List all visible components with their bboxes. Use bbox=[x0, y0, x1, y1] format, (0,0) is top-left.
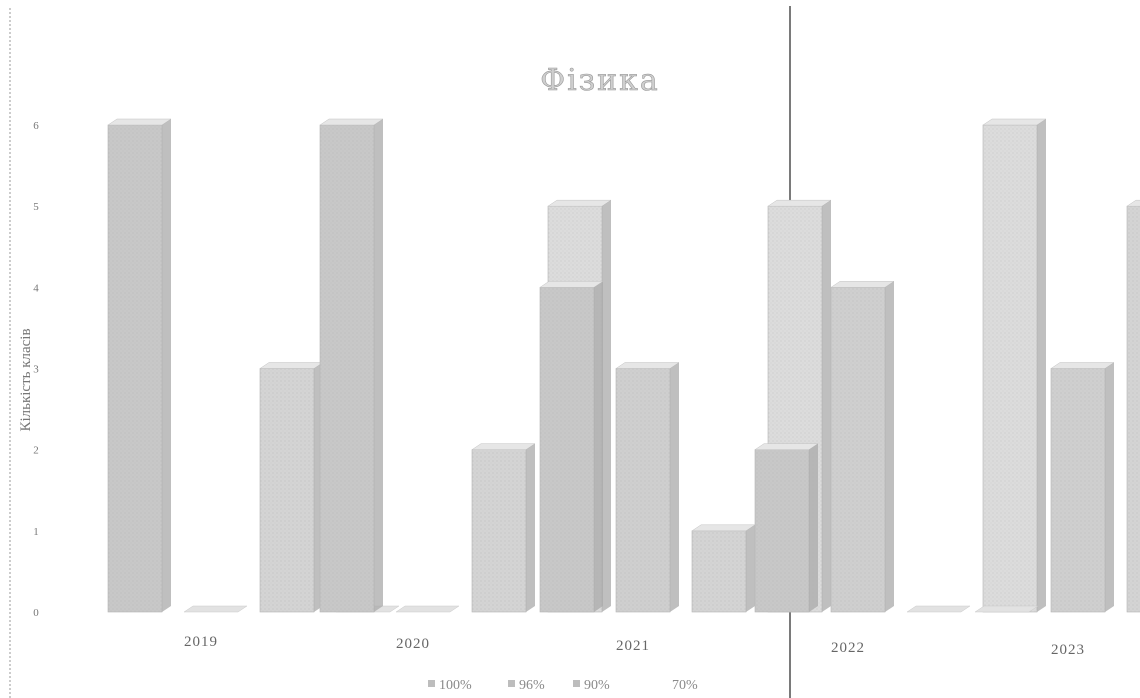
bar-top bbox=[1050, 362, 1115, 369]
bar-top bbox=[319, 118, 384, 126]
bar bbox=[615, 362, 680, 613]
legend-label: 70% bbox=[672, 678, 698, 693]
bar bbox=[906, 605, 971, 613]
bar-side bbox=[670, 362, 679, 612]
x-tick-label: 2019 bbox=[184, 634, 218, 650]
legend-item: 96% bbox=[508, 678, 545, 693]
bar-top bbox=[982, 118, 1047, 126]
bar-texture bbox=[260, 368, 314, 612]
bar-zero bbox=[974, 605, 1039, 613]
bar-side bbox=[526, 443, 535, 612]
bar bbox=[259, 362, 324, 613]
legend-item: 100% bbox=[428, 678, 472, 693]
legend-swatch bbox=[428, 680, 435, 687]
legend-swatch bbox=[508, 680, 515, 687]
bar bbox=[691, 524, 756, 613]
y-axis-ticks: 0 1 2 3 4 5 6 bbox=[33, 120, 39, 619]
bar-top bbox=[691, 524, 756, 532]
bar bbox=[830, 281, 895, 613]
bar bbox=[539, 281, 604, 613]
legend: 100% 96% 90% 70% bbox=[428, 678, 698, 693]
x-axis-categories: 2019 2020 2021 2022 2023 bbox=[184, 634, 1085, 658]
bar-side bbox=[746, 524, 755, 612]
y-tick-label: 6 bbox=[33, 120, 39, 132]
bar-top bbox=[615, 362, 680, 369]
bar-side bbox=[374, 119, 383, 612]
y-tick-label: 1 bbox=[33, 526, 39, 538]
chart-title: Фізика bbox=[540, 63, 660, 98]
bar-top bbox=[539, 281, 604, 288]
bar-side bbox=[1037, 119, 1046, 612]
bar bbox=[107, 118, 172, 613]
bar-texture bbox=[108, 125, 162, 612]
bar-top bbox=[259, 362, 324, 369]
legend-item: 70% bbox=[672, 678, 698, 693]
bar-texture bbox=[755, 449, 809, 612]
bar-side bbox=[162, 119, 171, 612]
x-tick-label: 2021 bbox=[616, 638, 650, 654]
bar-texture bbox=[692, 530, 746, 612]
bar bbox=[982, 118, 1047, 613]
legend-label: 90% bbox=[584, 678, 610, 693]
legend-label: 96% bbox=[519, 678, 545, 693]
bar-side bbox=[602, 200, 611, 612]
bar-zero bbox=[395, 605, 460, 613]
bar-zero bbox=[906, 605, 971, 613]
legend-label: 100% bbox=[439, 678, 472, 693]
y-tick-label: 5 bbox=[33, 201, 39, 213]
bar-texture bbox=[320, 125, 374, 612]
bar bbox=[754, 443, 819, 613]
bar-side bbox=[809, 443, 818, 612]
bar-texture bbox=[472, 449, 526, 612]
x-tick-label: 2022 bbox=[831, 640, 865, 656]
bars bbox=[107, 118, 1140, 613]
bar bbox=[471, 443, 536, 613]
y-tick-label: 2 bbox=[33, 445, 39, 457]
bar-side bbox=[594, 281, 603, 612]
bar bbox=[395, 605, 460, 613]
bar bbox=[1126, 199, 1140, 613]
bar-texture bbox=[540, 287, 594, 612]
bar-texture bbox=[1051, 368, 1105, 612]
bar-texture bbox=[831, 287, 885, 612]
bar-top bbox=[767, 199, 832, 207]
x-tick-label: 2020 bbox=[396, 636, 430, 652]
bar-top bbox=[830, 281, 895, 288]
y-tick-label: 3 bbox=[33, 364, 39, 376]
bar-top bbox=[754, 443, 819, 450]
bar-texture bbox=[616, 368, 670, 612]
bar-texture bbox=[1127, 206, 1140, 612]
legend-item: 90% bbox=[573, 678, 610, 693]
bar bbox=[1050, 362, 1115, 613]
bar-top bbox=[107, 118, 172, 126]
bar bbox=[319, 118, 384, 613]
bar bbox=[974, 605, 1039, 613]
y-axis-label: Кількість класів bbox=[18, 328, 34, 431]
bar-top bbox=[1126, 199, 1140, 207]
x-tick-label: 2023 bbox=[1051, 642, 1085, 658]
bar-side bbox=[822, 200, 831, 612]
y-tick-label: 0 bbox=[33, 607, 39, 619]
bar-side bbox=[885, 281, 894, 612]
bar-top bbox=[547, 199, 612, 207]
bar-side bbox=[1105, 362, 1114, 612]
bar bbox=[183, 605, 248, 613]
legend-swatch bbox=[573, 680, 580, 687]
bar-top bbox=[471, 443, 536, 450]
bar-zero bbox=[183, 605, 248, 613]
y-tick-label: 4 bbox=[33, 282, 39, 294]
bar-texture bbox=[983, 125, 1037, 612]
